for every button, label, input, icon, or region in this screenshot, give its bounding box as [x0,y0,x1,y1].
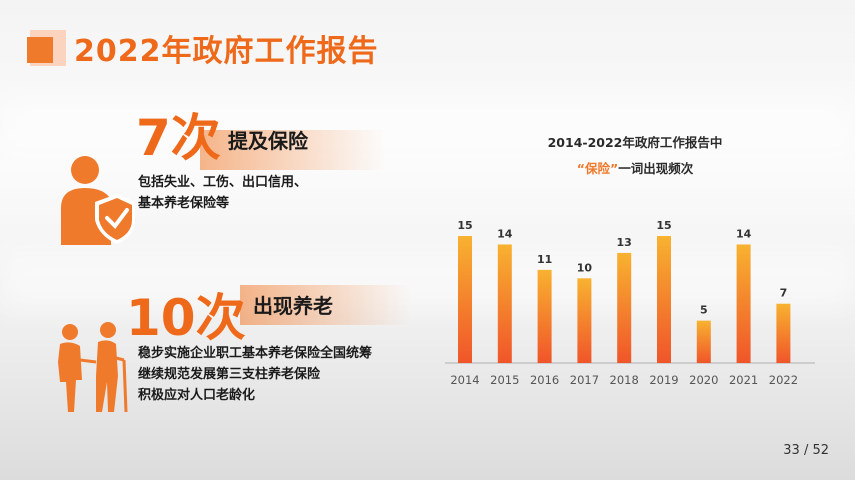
data-label-2019: 15 [656,219,671,232]
data-label-2015: 14 [497,227,513,240]
x-tick-label-2020: 2020 [689,373,718,387]
bar-2019 [657,236,671,363]
pension-heading: 出现养老 [253,294,333,318]
data-label-2022: 7 [780,287,788,300]
background-streak [0,95,855,155]
x-tick-label-2021: 2021 [729,373,758,387]
x-tick-label-2016: 2016 [530,373,559,387]
x-tick-label-2018: 2018 [610,373,639,387]
bar-2017 [577,278,592,363]
insurance-line: 基本养老保险等 [138,196,230,211]
x-tick-label-2015: 2015 [490,373,519,387]
pension-text-block: 稳步实施企业职工基本养老保险全国统筹 继续规范发展第三支柱养老保险 积极应对人口… [138,343,372,406]
bar-2018 [617,252,632,363]
x-tick-label-2014: 2014 [450,373,479,387]
bar-2014 [458,236,472,363]
heading-highlight-bar [200,130,385,170]
page-number: 33 / 52 [783,443,829,458]
pension-line: 稳步实施企业职工基本养老保险全国统筹 [138,346,373,361]
data-label-2014: 15 [457,219,472,232]
page-title: 2022年政府工作报告 [74,34,379,69]
heading-highlight-bar [240,285,410,325]
bar-2022 [776,303,791,363]
chart-subtitle: “保险”一词出现频次 [470,158,800,177]
chart-subtitle-rest: 一词出现频次 [618,161,694,176]
elderly-couple-icon [58,322,128,413]
background-streak [0,250,855,310]
data-label-2021: 14 [736,227,752,240]
pension-line: 继续规范发展第三支柱养老保险 [138,367,321,382]
bar-2021 [736,244,751,363]
data-label-2016: 11 [537,253,552,266]
person-shield-check-icon [61,156,135,245]
insurance-line: 包括失业、工伤、出口信用、 [138,175,308,190]
insurance-heading: 提及保险 [228,129,308,153]
bar-2016 [537,269,552,363]
pension-count: 10次 [126,289,246,347]
x-tick-label-2019: 2019 [649,373,678,387]
x-tick-label-2017: 2017 [570,373,599,387]
bar-2015 [497,244,512,363]
bar-2020 [696,320,711,363]
data-label-2017: 10 [577,261,593,274]
insurance-text-block: 包括失业、工伤、出口信用、 基本养老保险等 [138,172,307,214]
chart-subtitle-keyword: “保险” [576,161,619,176]
pension-line: 积极应对人口老龄化 [138,388,256,403]
data-label-2020: 5 [700,304,708,317]
insurance-count: 7次 [136,109,221,167]
data-label-2018: 13 [617,236,632,249]
x-tick-label-2022: 2022 [769,373,798,387]
bar-chart: 15 2014 14 2015 11 2016 10 2017 13 2018 15 2019 5 202… [445,219,815,387]
chart-title: 2014-2022年政府工作报告中 [547,135,723,150]
title-square-accent [27,37,53,63]
